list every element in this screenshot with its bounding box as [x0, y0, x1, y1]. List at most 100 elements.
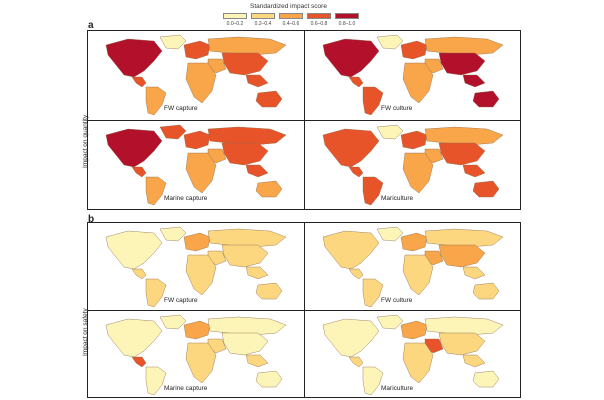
region-as [438, 142, 486, 166]
region-sea [245, 164, 269, 178]
region-au [472, 282, 500, 300]
region-ca [131, 268, 147, 280]
region-af [402, 254, 434, 296]
region-ru [424, 126, 504, 146]
map-label: Mariculture [381, 195, 414, 202]
region-gl [159, 34, 187, 50]
panel-b-grid [87, 222, 521, 398]
map-label: FW capture [164, 105, 198, 112]
region-eu [400, 232, 428, 252]
region-sea [245, 354, 269, 368]
region-na [105, 128, 163, 168]
region-af [185, 342, 217, 384]
region-sea [462, 74, 486, 88]
region-gl [376, 34, 404, 50]
map-mariculture-safety: Mariculture [305, 311, 519, 399]
legend-swatch [335, 13, 359, 19]
world-map-svg [322, 226, 504, 308]
region-ru [424, 316, 504, 336]
map-marine-capture-safety: Marine capture [88, 311, 302, 399]
world-map-svg [105, 314, 287, 396]
region-as [221, 52, 269, 76]
map-label: Mariculture [381, 385, 414, 392]
region-na [105, 38, 163, 78]
region-af [185, 152, 217, 194]
region-na [105, 318, 163, 358]
region-au [255, 180, 283, 198]
region-eu [400, 320, 428, 340]
region-eu [183, 40, 211, 60]
legend: 0.0–0.2 0.2–0.4 0.4–0.6 0.6–0.8 0.8–1.0 [222, 13, 360, 27]
grid-divider [304, 223, 305, 397]
legend-label: 0.0–0.2 [226, 21, 244, 27]
panel-a-grid [87, 30, 521, 210]
region-ca [348, 166, 364, 178]
region-sa [145, 86, 167, 116]
region-as [221, 332, 269, 356]
region-eu [400, 40, 428, 60]
region-na [322, 318, 380, 358]
region-af [185, 62, 217, 104]
map-fw-culture-safety: FW culture [305, 223, 519, 311]
region-sa [362, 176, 384, 206]
region-gl [376, 226, 404, 242]
region-af [402, 342, 434, 384]
legend-swatch [279, 13, 303, 19]
region-gl [376, 314, 404, 330]
region-au [255, 370, 283, 388]
region-ca [348, 268, 364, 280]
region-au [472, 370, 500, 388]
region-gl [159, 124, 187, 140]
region-ru [207, 316, 287, 336]
region-af [402, 62, 434, 104]
region-eu [400, 130, 428, 150]
legend-swatch [223, 13, 247, 19]
legend-swatch [251, 13, 275, 19]
region-sea [245, 74, 269, 88]
map-label: Marine capture [164, 195, 208, 202]
world-map-svg [105, 34, 287, 116]
region-sa [362, 86, 384, 116]
region-gl [159, 314, 187, 330]
panel-a-letter: a [88, 20, 94, 31]
map-mariculture-quantity: Mariculture [305, 121, 519, 209]
region-au [255, 282, 283, 300]
legend-label: 0.6–0.8 [310, 21, 328, 27]
region-na [322, 128, 380, 168]
region-ca [348, 356, 364, 368]
world-map-svg [322, 124, 504, 206]
legend-item: 0.0–0.2 [222, 13, 248, 27]
region-ca [131, 76, 147, 88]
region-ru [207, 36, 287, 56]
region-au [472, 180, 500, 198]
region-af [185, 254, 217, 296]
region-eu [183, 232, 211, 252]
region-na [322, 230, 380, 270]
region-ru [207, 126, 287, 146]
grid-divider [304, 31, 305, 209]
region-sea [462, 164, 486, 178]
world-map-svg [322, 314, 504, 396]
map-fw-culture-quantity: FW culture [305, 31, 519, 119]
region-af [402, 152, 434, 194]
region-sa [362, 366, 384, 396]
region-na [322, 38, 380, 78]
region-sa [145, 366, 167, 396]
map-marine-capture-quantity: Marine capture [88, 121, 302, 209]
world-map-svg [105, 124, 287, 206]
region-ru [424, 36, 504, 56]
legend-item: 0.6–0.8 [306, 13, 332, 27]
legend-label: 0.8–1.0 [338, 21, 356, 27]
region-ca [131, 166, 147, 178]
world-map-svg [322, 34, 504, 116]
map-label: FW culture [381, 297, 413, 304]
legend-item: 0.8–1.0 [334, 13, 360, 27]
region-as [438, 332, 486, 356]
region-ca [348, 76, 364, 88]
map-label: Marine capture [164, 385, 208, 392]
region-sea [245, 266, 269, 280]
region-sea [462, 354, 486, 368]
region-gl [376, 124, 404, 140]
world-map-svg [105, 226, 287, 308]
region-au [472, 90, 500, 108]
